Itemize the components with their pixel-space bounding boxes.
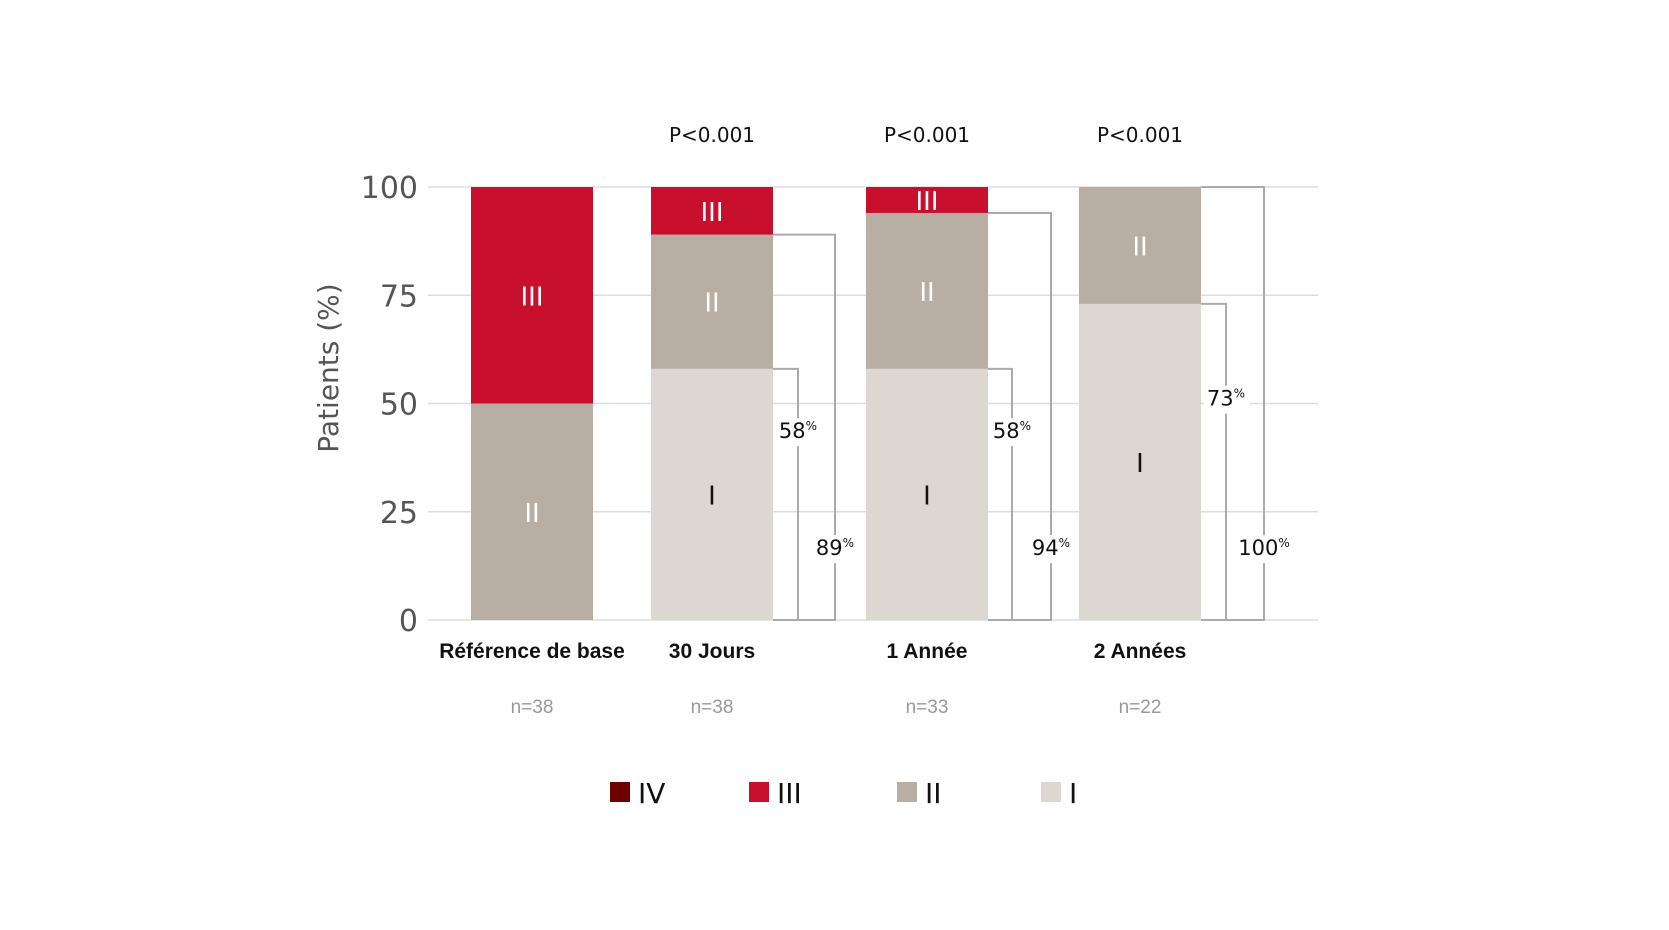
category-label: 30 Jours	[669, 640, 755, 663]
bar-segment-I	[1079, 303, 1201, 620]
bar-segment-III	[651, 187, 773, 235]
segment-label: II	[1132, 232, 1147, 262]
category-label: Référence de base	[439, 640, 625, 663]
y-tick-label: 0	[399, 604, 418, 639]
n-label: n=38	[511, 697, 554, 718]
bracket-label-bg	[1029, 535, 1075, 564]
bracket-percent-label: 89%	[816, 536, 854, 560]
segment-label: III	[700, 198, 723, 228]
legend: IV III II I	[610, 777, 1077, 810]
segment-label: I	[923, 481, 931, 511]
brackets: 58% 89% 58% 94% 73% 100%	[773, 186, 1290, 621]
n-label: n=38	[691, 697, 734, 718]
category-labels: Référence de base n=38 30 Jours n=38 P<0.001…	[439, 123, 1186, 718]
bar-segment-III	[471, 187, 593, 404]
bracket-line	[988, 367, 1013, 621]
y-tick-label: 25	[380, 496, 418, 531]
y-tick-label: 100	[361, 171, 418, 206]
segment-label: III	[520, 282, 543, 312]
bracket-line	[1201, 186, 1265, 621]
bracket-percent-label: 58%	[993, 419, 1031, 443]
legend-swatch	[610, 782, 630, 802]
bracket-line	[773, 367, 799, 621]
bar-segment-II	[1079, 187, 1201, 304]
bracket-line	[988, 211, 1052, 621]
bracket-label-bg	[990, 418, 1036, 447]
segment-label: I	[708, 481, 716, 511]
legend-item-I: I	[1041, 777, 1077, 810]
legend-label: III	[777, 777, 802, 810]
y-axis-ticks: 0 25 50 75 100	[361, 171, 418, 639]
n-label: n=22	[1119, 697, 1162, 718]
y-axis-label: Patients (%)	[312, 283, 345, 452]
n-label: n=33	[906, 697, 949, 718]
legend-label: I	[1069, 777, 1077, 810]
y-tick-label: 50	[380, 388, 418, 423]
legend-label: II	[925, 777, 942, 810]
bracket-line	[1201, 302, 1227, 621]
p-value-label: P<0.001	[1097, 123, 1183, 147]
legend-item-II: II	[897, 777, 942, 810]
bracket-percent-label: 94%	[1032, 536, 1070, 560]
bracket-label-bg	[776, 418, 822, 447]
bar-segment-II	[866, 212, 988, 369]
bracket-percent-label: 73%	[1207, 387, 1245, 411]
bracket-line	[773, 233, 836, 621]
y-tick-label: 75	[380, 279, 418, 314]
bracket-label-bg	[1204, 385, 1250, 414]
bracket-percent-label: 100%	[1238, 536, 1290, 560]
bracket-label-bg	[1242, 535, 1288, 564]
segment-label: II	[919, 278, 934, 308]
category-label: 2 Années	[1094, 640, 1187, 663]
legend-swatch	[897, 782, 917, 802]
p-value-label: P<0.001	[884, 123, 970, 147]
bar-segment-II	[651, 234, 773, 369]
bar-segment-I	[651, 368, 773, 620]
segment-label: II	[524, 499, 539, 529]
legend-swatch	[749, 782, 769, 802]
legend-label: IV	[638, 777, 665, 810]
segment-label: II	[704, 289, 719, 319]
legend-swatch	[1041, 782, 1061, 802]
segment-label: III	[915, 187, 938, 217]
bar-segment-II	[471, 403, 593, 620]
legend-item-III: III	[749, 777, 802, 810]
bar-segment-I	[866, 368, 988, 620]
bracket-label-bg	[813, 535, 859, 564]
bracket-percent-label: 58%	[779, 419, 817, 443]
category-label: 1 Année	[887, 640, 968, 663]
p-value-label: P<0.001	[669, 123, 755, 147]
legend-item-IV: IV	[610, 777, 665, 810]
bar-segment-III	[866, 187, 988, 213]
segment-label: I	[1136, 449, 1144, 479]
